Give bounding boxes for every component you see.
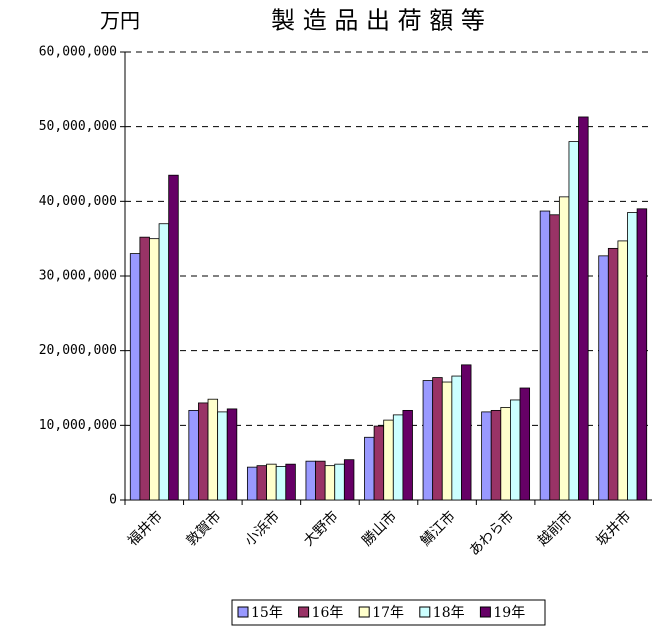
y-tick-label: 10,000,000	[39, 418, 117, 433]
bar	[617, 240, 628, 501]
y-tick-label: 40,000,000	[39, 194, 117, 209]
bar	[500, 407, 511, 501]
y-tick-label: 50,000,000	[39, 119, 117, 134]
bar	[510, 399, 521, 501]
bar	[373, 425, 385, 501]
x-tick-label: 坂井市	[593, 508, 635, 550]
bar	[149, 238, 160, 501]
bar	[334, 463, 345, 501]
x-tick-label: 越前市	[534, 508, 576, 550]
bar	[451, 375, 462, 501]
legend-label: 18年	[433, 605, 465, 621]
legend-swatch	[237, 606, 249, 618]
bar	[343, 459, 355, 501]
bar	[305, 460, 316, 501]
legend-label: 19年	[493, 605, 525, 621]
bar	[558, 196, 570, 501]
bar	[246, 466, 258, 501]
legend-swatch	[419, 606, 431, 618]
bar	[636, 208, 648, 501]
bar	[324, 465, 336, 501]
y-tick-label: 30,000,000	[39, 269, 117, 284]
bar	[198, 402, 209, 501]
y-tick-label: 20,000,000	[39, 343, 117, 358]
bar	[490, 409, 502, 501]
legend-label: 15年	[251, 605, 283, 621]
bar	[207, 398, 219, 501]
bar	[226, 408, 238, 501]
bar	[168, 174, 179, 501]
bar	[598, 255, 609, 501]
bar	[568, 141, 579, 501]
bar	[627, 212, 638, 501]
bar	[607, 247, 619, 501]
x-tick-label: 鯖江市	[417, 508, 459, 550]
y-tick-label: 0	[109, 493, 117, 508]
bar	[285, 463, 296, 501]
x-tick-label: 大野市	[300, 508, 342, 550]
bar	[519, 387, 531, 501]
bar	[383, 419, 394, 501]
legend-swatch	[358, 606, 370, 618]
bar	[217, 411, 228, 501]
legend-label: 16年	[312, 605, 344, 621]
x-tick-label: 敦賀市	[183, 508, 225, 550]
bar	[539, 210, 551, 501]
bar	[129, 253, 141, 501]
x-tick-label: 小浜市	[241, 508, 283, 550]
bar	[461, 364, 472, 501]
bar	[549, 214, 560, 501]
bar	[364, 436, 375, 501]
bar	[275, 465, 287, 501]
x-tick-label: あわら市	[466, 508, 518, 560]
legend-swatch	[298, 606, 310, 618]
y-tick-label: 60,000,000	[39, 45, 117, 60]
legend-label: 17年	[372, 605, 404, 621]
y-axis-label: 万円	[100, 9, 140, 33]
bar	[422, 380, 434, 501]
x-tick-label: 勝山市	[358, 508, 400, 550]
x-tick-label: 福井市	[124, 508, 166, 550]
bar	[402, 409, 413, 501]
bar	[315, 460, 326, 501]
bar	[139, 236, 150, 501]
bar	[432, 377, 443, 501]
bar	[266, 463, 277, 501]
bar	[158, 223, 170, 501]
bar	[256, 465, 267, 501]
bar	[392, 414, 404, 501]
bar	[481, 411, 492, 501]
chart-title: 製 造 品 出 荷 額 等	[271, 7, 485, 35]
legend-swatch	[479, 606, 491, 618]
bar	[441, 381, 453, 501]
bar	[578, 116, 589, 501]
bar	[188, 409, 199, 501]
legend-box	[231, 599, 546, 626]
